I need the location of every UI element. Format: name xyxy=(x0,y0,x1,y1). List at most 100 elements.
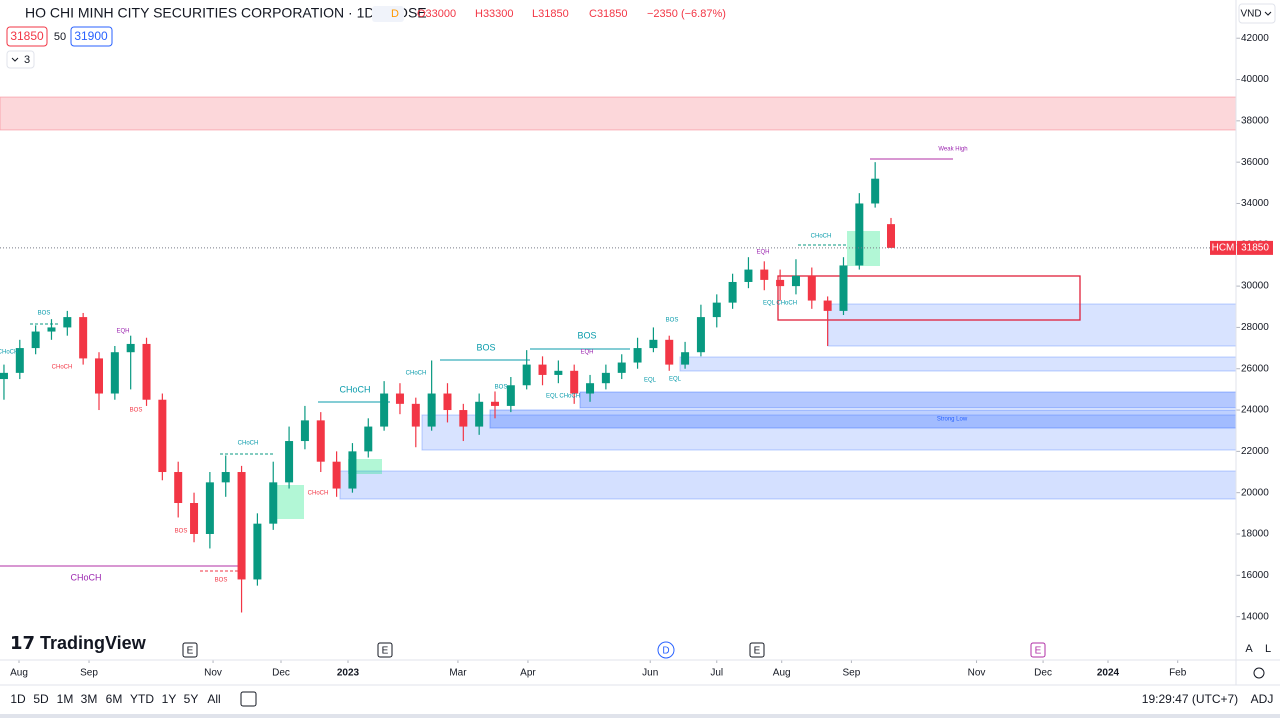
candle-body xyxy=(871,178,880,204)
candle-body xyxy=(570,370,579,394)
x-tick-label: 2023 xyxy=(337,668,360,679)
demand-zone xyxy=(679,356,1237,372)
event-marker[interactable]: E xyxy=(1035,646,1042,657)
candle-body xyxy=(190,503,199,534)
annotation: CHoCH xyxy=(70,572,101,582)
candle-body xyxy=(554,370,563,375)
event-marker[interactable]: E xyxy=(754,646,761,657)
bid[interactable]: 31850 xyxy=(10,29,44,43)
order-block xyxy=(777,275,1081,321)
currency[interactable]: VND xyxy=(1240,9,1261,20)
y-tick-label: 26000 xyxy=(1241,363,1269,374)
candle-body xyxy=(839,265,848,311)
date-range-icon[interactable] xyxy=(240,691,257,707)
ohlc-value: C31850 xyxy=(589,8,628,20)
candle-body xyxy=(538,364,547,375)
x-tick-label: Sep xyxy=(843,668,861,679)
y-tick-label: 30000 xyxy=(1241,281,1269,292)
x-tick-label: Sep xyxy=(80,668,98,679)
range-button[interactable]: 6M xyxy=(106,692,123,706)
range-button[interactable]: 3M xyxy=(81,692,98,706)
candle-body xyxy=(142,343,151,400)
candle-body xyxy=(807,275,816,301)
candle-body xyxy=(126,343,135,353)
logo-mark: 𝟭𝟳 xyxy=(10,633,35,653)
range-button[interactable]: All xyxy=(207,692,220,706)
ask[interactable]: 31900 xyxy=(74,29,108,43)
annotation: CHoCH xyxy=(339,384,370,394)
y-tick-label: 36000 xyxy=(1241,157,1269,168)
candle-body xyxy=(443,393,452,411)
supply-zone xyxy=(0,96,1237,131)
bottom-toolbar: 1D 5D 1M 3M 6M YTD 1Y 5Y All xyxy=(10,692,220,706)
annotation: EQL xyxy=(644,378,657,384)
settings-icon[interactable] xyxy=(1253,667,1265,679)
x-tick-label: Mar xyxy=(449,668,467,679)
ohlc: O33000 H33300 L31850 C31850 −2350 (−6.87%) xyxy=(417,8,726,20)
event-marker[interactable]: E xyxy=(382,646,389,657)
y-tick-label: 40000 xyxy=(1241,74,1269,85)
indicator-toggle-box[interactable] xyxy=(6,50,35,69)
range-button[interactable]: 1D xyxy=(10,692,26,706)
y-tick-label: 38000 xyxy=(1241,115,1269,126)
candle-body xyxy=(395,393,404,404)
range-button[interactable]: 1Y xyxy=(162,692,177,706)
adj[interactable]: ADJ xyxy=(1251,692,1274,706)
event-badge xyxy=(749,642,765,658)
candle-body xyxy=(617,362,626,373)
x-tick-label: Aug xyxy=(10,668,28,679)
y-tick-label: 14000 xyxy=(1241,611,1269,622)
candle-body xyxy=(712,302,721,318)
bid-box[interactable] xyxy=(6,26,48,47)
indicator-count[interactable]: 3 xyxy=(24,54,30,66)
candles xyxy=(0,162,1236,613)
candle-body xyxy=(728,281,737,303)
candle-body xyxy=(47,327,56,332)
candle-body xyxy=(506,385,515,406)
candle-body xyxy=(285,441,294,483)
candle-body xyxy=(95,358,104,394)
x-tick-label: Feb xyxy=(1169,668,1187,679)
range-button[interactable]: 1M xyxy=(57,692,74,706)
event-badge xyxy=(657,641,675,659)
y-tick-label: 34000 xyxy=(1241,198,1269,209)
ohlc-value: O33000 xyxy=(417,8,456,20)
annotation: CHoCH xyxy=(52,365,73,371)
annotation: CHoCH xyxy=(0,350,18,356)
symbol-tag xyxy=(1210,240,1236,255)
event-marker[interactable]: D xyxy=(662,646,669,657)
annotations: CHoCH BOS CHoCH EQH BOS CHoCH BOS BOS CHoCH CHoCH… xyxy=(0,147,968,584)
x-tick-label: Jul xyxy=(710,668,723,679)
x-tick-label: Apr xyxy=(520,668,536,679)
candle-body xyxy=(491,401,500,406)
candle-body xyxy=(269,482,278,524)
range-button[interactable]: YTD xyxy=(130,692,154,706)
candle-body xyxy=(791,275,800,287)
event-badge xyxy=(182,642,198,658)
ask-box[interactable] xyxy=(70,26,113,47)
range-button[interactable]: 5Y xyxy=(184,692,199,706)
interval-badge: D xyxy=(391,8,399,20)
spread: 50 xyxy=(54,31,66,43)
demand-zone xyxy=(421,414,1237,451)
chevron xyxy=(11,57,19,62)
candle-body xyxy=(665,339,674,365)
event-marker[interactable]: E xyxy=(187,646,194,657)
demand-zone xyxy=(827,303,1237,347)
scale-button[interactable]: A xyxy=(1245,643,1253,655)
candle-body xyxy=(427,393,436,427)
annotation: BOS xyxy=(38,311,51,317)
annotation: CHoCH xyxy=(811,234,832,240)
candle-body xyxy=(744,269,753,282)
ohlc-value: L31850 xyxy=(532,8,569,20)
price-tag xyxy=(1237,240,1273,255)
candle-body xyxy=(601,372,610,384)
currency-box[interactable] xyxy=(1238,3,1276,24)
chevron xyxy=(1264,11,1272,16)
scale-button[interactable]: L xyxy=(1265,643,1271,655)
event-badge xyxy=(377,642,393,658)
zones xyxy=(0,96,1237,572)
range-button[interactable]: 5D xyxy=(33,692,49,706)
candle-body xyxy=(237,472,246,580)
candle-body xyxy=(79,317,88,359)
